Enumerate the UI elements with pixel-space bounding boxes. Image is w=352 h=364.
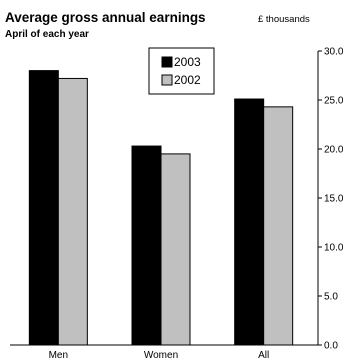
legend-label-2002: 2002	[174, 73, 201, 87]
legend-swatch-2003	[161, 56, 173, 68]
y-tick-label: 15.0	[324, 194, 344, 205]
bar-2003-men	[28, 70, 59, 346]
y-tick-label: 30.0	[324, 47, 344, 58]
legend-swatch-2002	[161, 74, 173, 86]
bars-group	[28, 70, 294, 346]
y-axis: 0.0 5.0 10.0 15.0 20.0 25.0 30.0	[10, 47, 344, 352]
category-label-all: All	[258, 350, 269, 361]
legend-label-2003: 2003	[174, 55, 201, 69]
bar-2002-men	[57, 77, 88, 346]
chart-title: Average gross annual earnings	[5, 10, 206, 25]
y-tick-label: 0.0	[324, 341, 338, 352]
bar-2002-all	[263, 106, 294, 346]
category-labels: Men Women All	[49, 350, 270, 361]
y-tick-label: 10.0	[324, 243, 344, 254]
bar-2003-women	[131, 145, 162, 346]
legend-box	[148, 47, 215, 95]
unit-label: £ thousands	[258, 14, 310, 25]
chart-subtitle: April of each year	[5, 29, 89, 40]
category-label-men: Men	[49, 350, 68, 361]
category-label-women: Women	[144, 350, 178, 361]
y-tick-label: 25.0	[324, 96, 344, 107]
y-tick-label: 20.0	[324, 145, 344, 156]
bar-2003-all	[234, 98, 265, 346]
y-tick-label: 5.0	[324, 292, 338, 303]
legend: 2003 2002	[148, 47, 215, 95]
bar-2002-women	[160, 153, 191, 346]
